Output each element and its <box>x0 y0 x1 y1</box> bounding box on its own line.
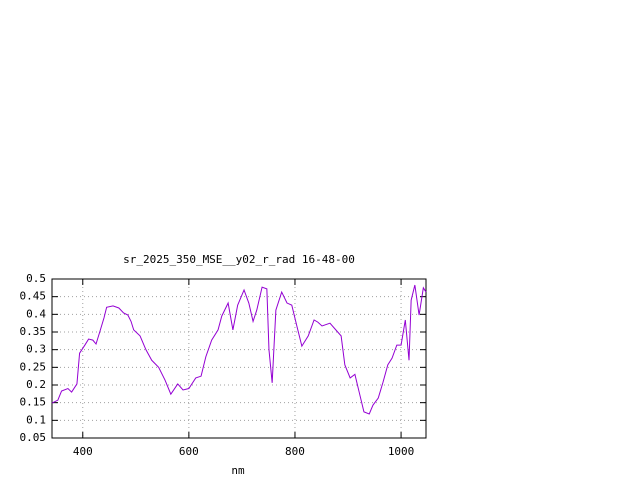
chart-title: sr_2025_350_MSE__y02_r_rad 16-48-00 <box>123 253 355 266</box>
y-tick-label: 0.2 <box>26 378 46 391</box>
y-tick-label: 0.45 <box>20 290 47 303</box>
plot-border <box>51 278 427 439</box>
y-tick-label: 0.4 <box>26 307 46 320</box>
y-tick-label: 0.15 <box>20 396 47 409</box>
x-tick-label: 800 <box>285 445 305 458</box>
y-tick-label: 0.1 <box>26 413 46 426</box>
y-tick-label: 0.35 <box>20 325 47 338</box>
x-tick-label: 600 <box>179 445 199 458</box>
y-tick-label: 0.25 <box>20 360 47 373</box>
y-tick-label: 0.3 <box>26 343 46 356</box>
x-axis-label: nm <box>231 464 245 477</box>
x-tick-label: 400 <box>73 445 93 458</box>
data-line <box>51 284 427 415</box>
y-tick-label: 0.5 <box>26 272 46 285</box>
y-tick-label: 0.05 <box>20 431 47 444</box>
x-tick-label: 1000 <box>388 445 415 458</box>
